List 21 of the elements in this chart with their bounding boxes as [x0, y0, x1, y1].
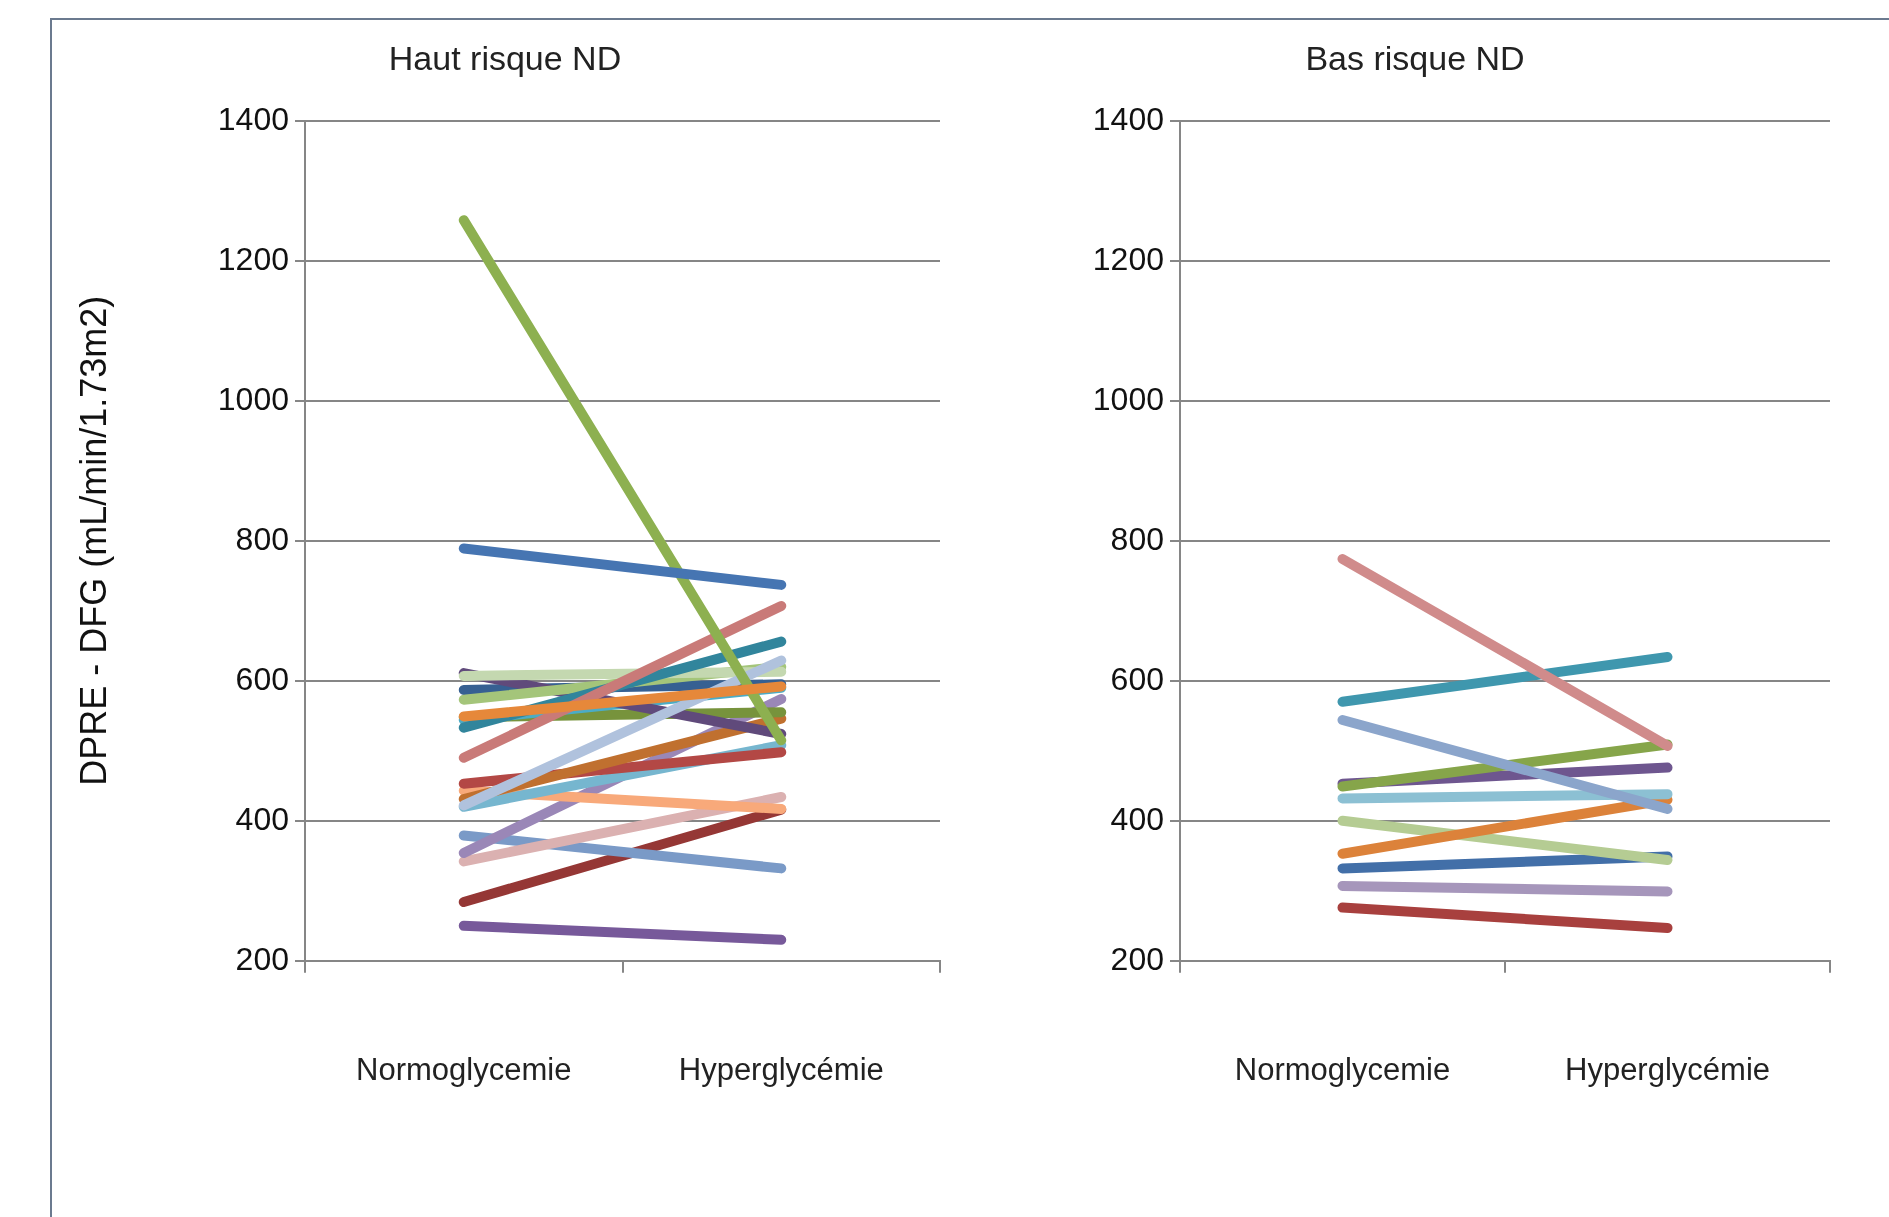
x-tick-label: Hyperglycémie [678, 1051, 884, 1087]
y-tick-label: 400 [235, 800, 289, 837]
y-tick-label: 1200 [217, 240, 289, 277]
y-tick-label: 600 [235, 660, 289, 697]
y-tick-label: 400 [1110, 800, 1164, 837]
y-tick-label: 1400 [217, 100, 289, 137]
x-tick-label: Normoglycemie [1234, 1051, 1451, 1087]
chart-title: Haut risque ND [388, 38, 622, 77]
y-tick-label: 1200 [1092, 240, 1164, 277]
chart-title: Bas risque ND [1305, 38, 1525, 77]
y-tick-label: 1400 [1092, 100, 1164, 137]
y-tick-label: 1000 [217, 380, 289, 417]
y-tick-label: 800 [1110, 520, 1164, 557]
y-tick-label: 1000 [1092, 380, 1164, 417]
y-axis-title: DPRE - DFG (mL/min/1.73m2) [72, 295, 114, 786]
x-tick-label: Hyperglycémie [1564, 1051, 1771, 1087]
y-tick-label: 600 [1110, 660, 1164, 697]
y-tick-label: 200 [235, 940, 289, 977]
x-tick-label: Normoglycemie [356, 1051, 572, 1087]
y-tick-label: 800 [235, 520, 289, 557]
y-tick-label: 200 [1110, 940, 1164, 977]
